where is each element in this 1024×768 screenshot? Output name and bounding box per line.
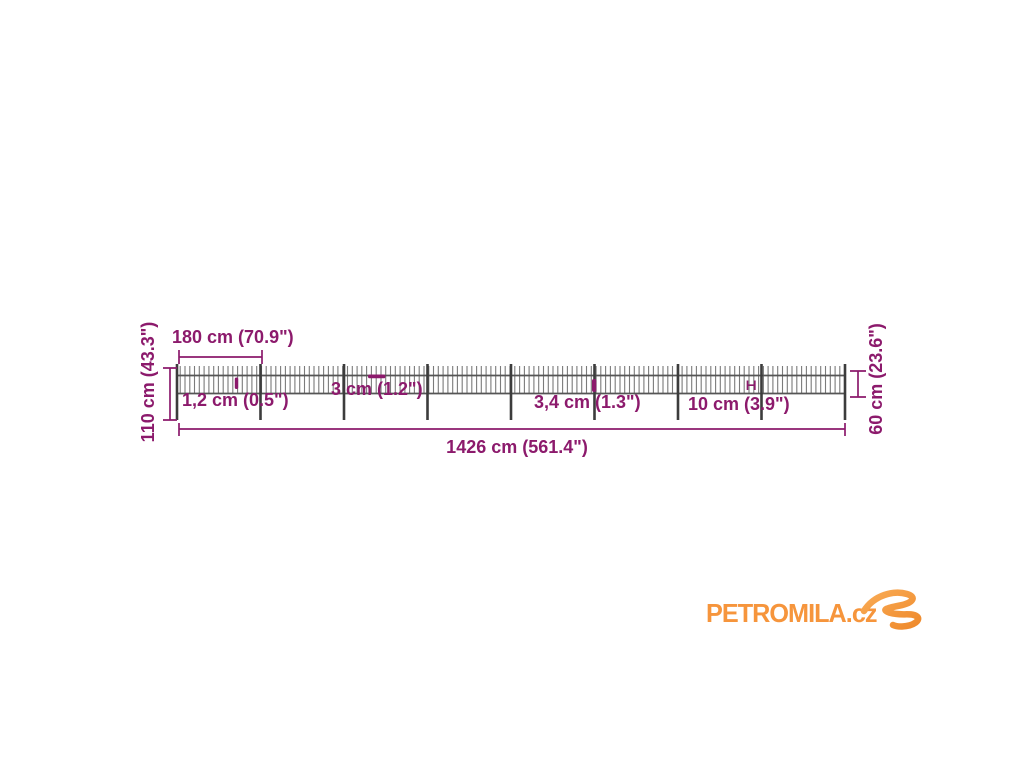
total-length-dimension — [178, 423, 846, 436]
panel-height-label: 60 cm (23.6") — [866, 323, 887, 435]
picket-gap-indicator — [368, 374, 386, 379]
picket-thickness-indicator — [234, 377, 239, 389]
post-height-label: 110 cm (43.3") — [138, 321, 159, 443]
post-thickness-label: 3,4 cm (1.3") — [534, 392, 641, 412]
panel-height-dimension — [850, 370, 866, 398]
panel-width-dimension — [178, 350, 263, 364]
brush-swoosh-icon — [860, 589, 922, 630]
picket-spacing-label: 3 cm (1.2") — [331, 379, 423, 399]
post-height-dimension — [163, 367, 177, 421]
fence-pickets — [179, 366, 841, 394]
fence-posts — [175, 364, 847, 420]
picket-thickness-label: 1,2 cm (0.5") — [182, 390, 289, 410]
petromila-logo: PETROMILA.cz — [706, 598, 882, 629]
panel-width-label: 180 cm (70.9") — [172, 327, 294, 347]
bottom-gap-label: 10 cm (3.9") — [688, 394, 790, 414]
post-thickness-indicator — [592, 379, 597, 392]
total-length-label: 1426 cm (561.4") — [446, 437, 588, 457]
petromila-logo-text: PETROMILA.cz — [706, 598, 877, 628]
picket-spacing-indicator-h — [746, 380, 756, 390]
